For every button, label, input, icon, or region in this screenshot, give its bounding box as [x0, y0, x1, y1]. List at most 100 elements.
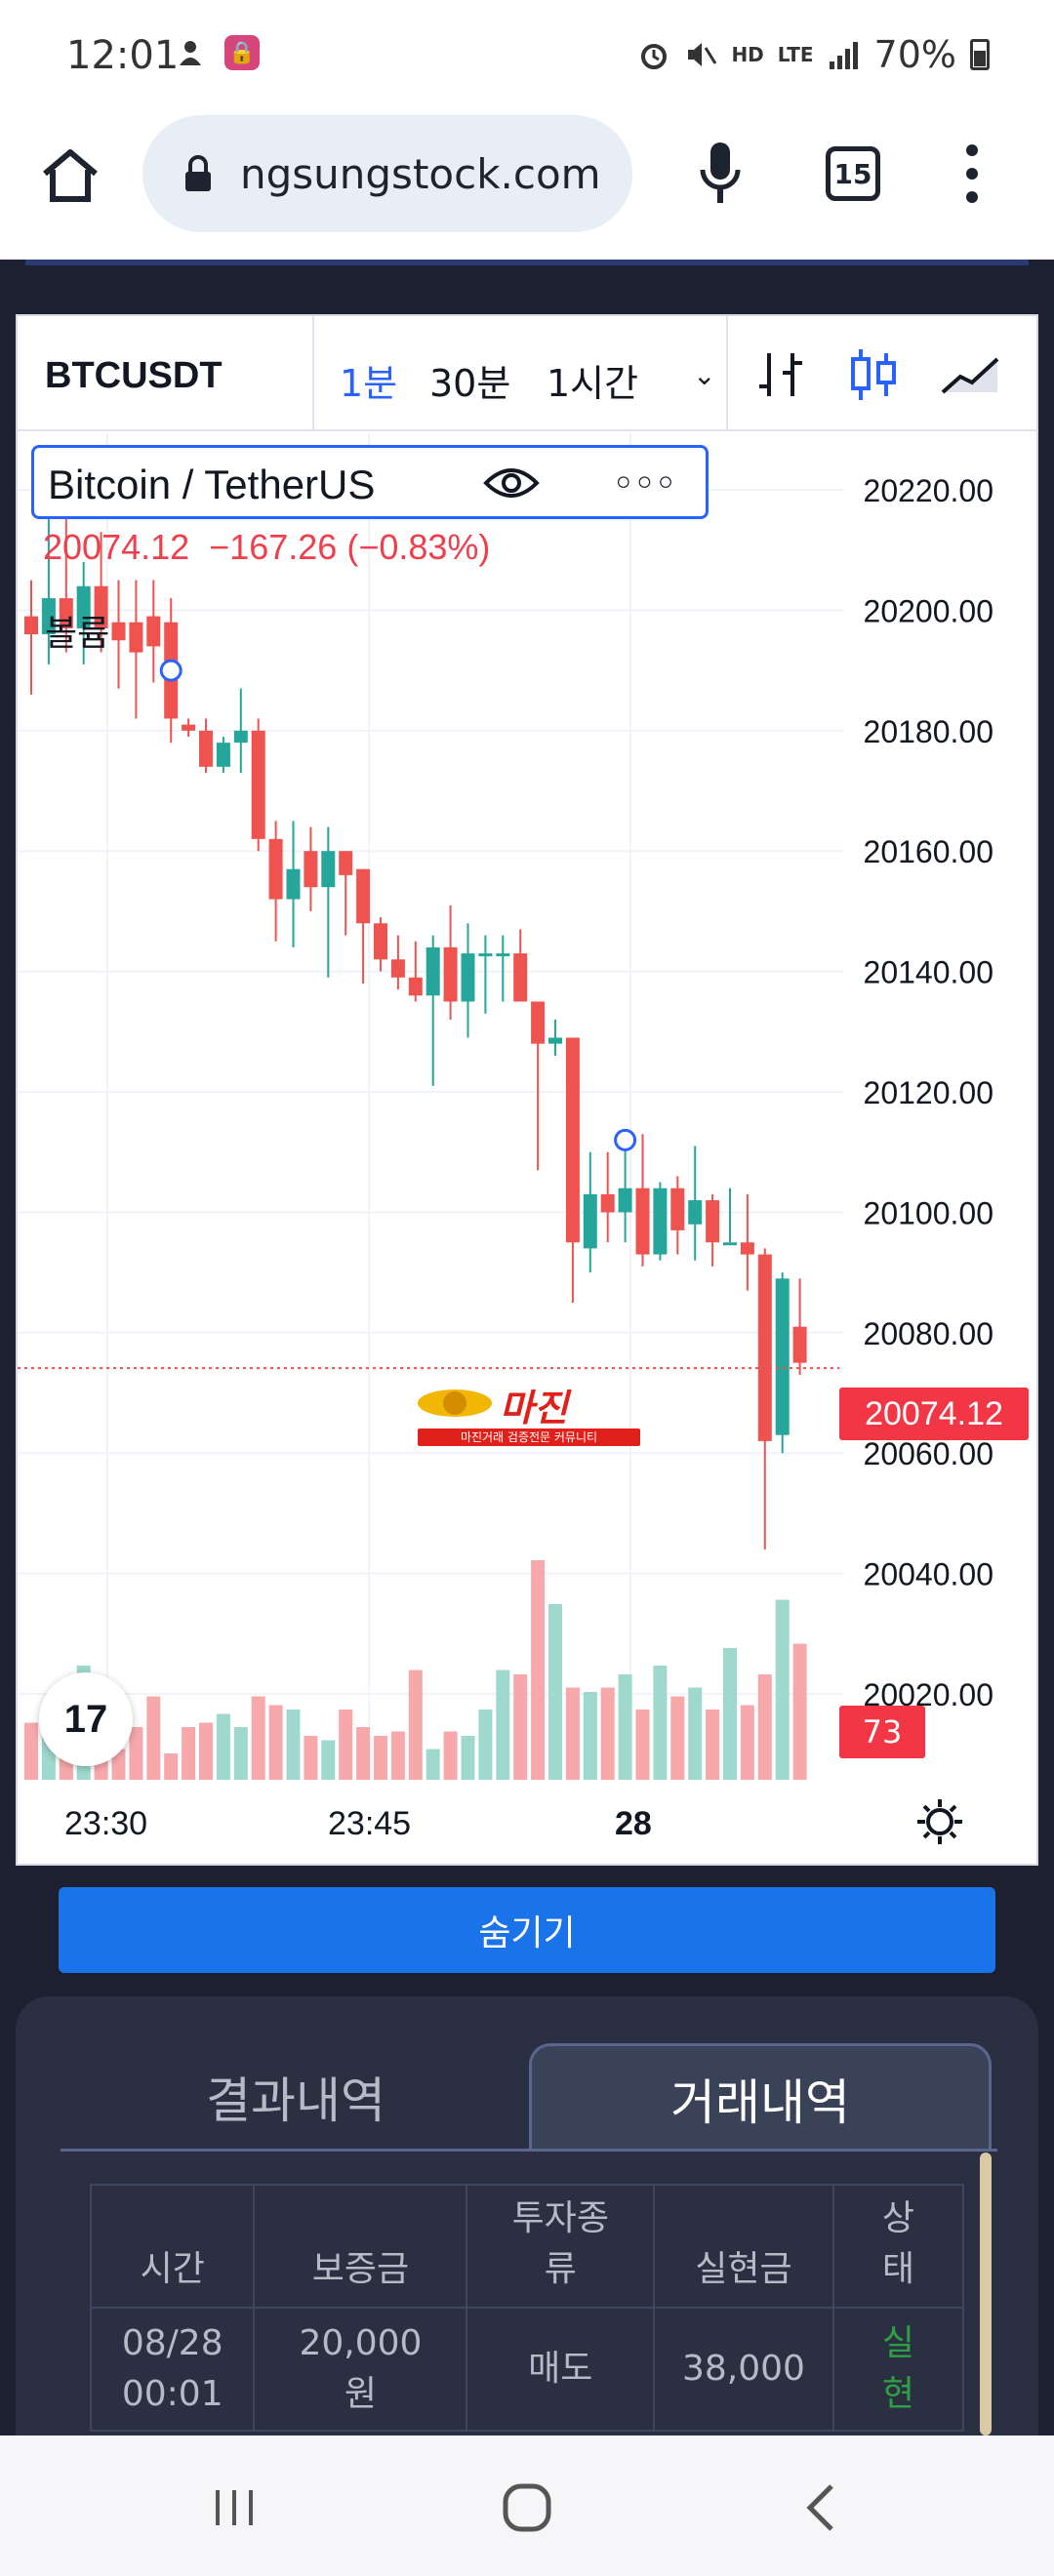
candlestick-icon[interactable]: [843, 343, 906, 406]
event-marker: [614, 1128, 637, 1151]
candle-body: [251, 730, 265, 839]
interval-1m[interactable]: 1분: [340, 362, 398, 405]
page-header-strip: [0, 260, 1054, 314]
volume-bar: [164, 1753, 179, 1780]
column-header-deposit: 보증금: [253, 2184, 468, 2309]
secure-lock-icon: 🔒: [224, 35, 260, 70]
candle-body: [548, 1037, 562, 1044]
y-tick-label: 20160.00: [864, 834, 993, 869]
volume-bar: [321, 1740, 336, 1780]
voice-search-button[interactable]: [689, 137, 751, 211]
recent-apps-button[interactable]: [195, 2473, 273, 2543]
tradingview-logo[interactable]: 17: [39, 1672, 133, 1766]
alarm-icon: [641, 44, 668, 69]
mute-icon: [688, 43, 717, 66]
candle-body: [199, 730, 213, 767]
settings-icon[interactable]: [913, 1795, 966, 1848]
candle-body: [496, 953, 510, 957]
y-tick-label: 20180.00: [864, 714, 993, 749]
scrollbar[interactable]: [980, 2153, 992, 2435]
candle-body: [216, 743, 230, 767]
volume-bar: [199, 1722, 213, 1780]
address-bar[interactable]: ngsungstock.com: [142, 115, 632, 232]
legend-change: −167.26: [209, 527, 338, 567]
current-price-badge: 20074.12: [839, 1388, 1029, 1440]
candle-body: [443, 946, 458, 1002]
status-bar: 12:01 🔒 HD LTE 70%: [0, 0, 1054, 115]
candle-body: [775, 1278, 790, 1435]
volume-bar: [408, 1670, 423, 1780]
watermark-logo: 마진 마진거래 검증전문 커뮤니티: [416, 1378, 660, 1448]
back-chevron-icon: [806, 2484, 833, 2531]
bar-chart-icon[interactable]: [750, 343, 812, 406]
volume-bar: [461, 1736, 475, 1780]
menu-dot-icon: [966, 191, 978, 203]
legend-box[interactable]: Bitcoin / TetherUS ◦◦◦: [31, 445, 709, 519]
menu-dot-icon: [966, 144, 978, 156]
candle-body: [565, 1037, 580, 1243]
volume-bar: [24, 1722, 38, 1780]
candle-body: [24, 616, 38, 635]
volume-bar: [531, 1560, 546, 1780]
status-time: 12:01: [66, 33, 180, 78]
y-tick-label: 20040.00: [864, 1557, 993, 1592]
candlestick-chart[interactable]: 20220.00 20200.00 20180.00 20160.00 20140.00…: [18, 433, 1038, 1866]
candle-body: [390, 959, 405, 978]
recent-apps-icon: [216, 2490, 253, 2525]
column-header-time: 시간: [89, 2184, 256, 2309]
interval-1h[interactable]: 1시간: [547, 362, 639, 405]
hide-button[interactable]: 숨기기: [59, 1887, 995, 1973]
candle-body: [321, 851, 336, 888]
candle-body: [688, 1200, 703, 1225]
battery-icon: [970, 39, 990, 70]
eye-icon[interactable]: [483, 463, 540, 503]
chevron-down-icon[interactable]: ⌄: [693, 359, 716, 391]
watermark-subtitle: 마진거래 검증전문 커뮤니티: [418, 1429, 640, 1446]
home-circle-icon: [503, 2483, 551, 2532]
candle-body: [723, 1242, 737, 1246]
volume-bar: [182, 1727, 196, 1780]
back-button[interactable]: [783, 2473, 861, 2543]
candle-body: [41, 598, 56, 635]
current-volume-badge: 73: [839, 1706, 925, 1758]
candle-body: [792, 1326, 807, 1363]
network-badge-sub: LTE: [777, 43, 814, 66]
symbol-selector[interactable]: BTCUSDT: [45, 355, 223, 396]
candle-body: [531, 1001, 546, 1044]
volume-bar: [216, 1713, 230, 1780]
more-menu-button[interactable]: [953, 144, 992, 203]
volume-bar: [304, 1736, 318, 1780]
candle-body: [583, 1193, 597, 1249]
candle-body: [408, 977, 423, 996]
cell-type: 매도: [466, 2307, 656, 2432]
home-button[interactable]: [35, 141, 105, 211]
volume-bar: [723, 1648, 737, 1780]
interval-30m[interactable]: 30분: [429, 362, 511, 405]
tab-trade-history[interactable]: 거래내역: [529, 2043, 992, 2151]
home-nav-button[interactable]: [488, 2473, 566, 2543]
more-options-icon[interactable]: ◦◦◦: [612, 462, 677, 506]
candle-body: [513, 953, 528, 1002]
candle-body: [600, 1193, 615, 1213]
candle-body: [426, 946, 440, 996]
legend-change-pct: (−0.83%): [346, 527, 491, 567]
cell-realized: 38,000: [653, 2307, 834, 2432]
column-header-type: 투자종 류: [466, 2184, 656, 2309]
watermark-title: 마진: [500, 1387, 568, 1429]
y-tick-label: 20100.00: [864, 1195, 993, 1230]
volume-bar: [565, 1687, 580, 1780]
legend-price: 20074.12: [43, 527, 190, 567]
volume-bar: [635, 1710, 650, 1780]
area-chart-icon[interactable]: [939, 343, 1001, 406]
volume-bar: [496, 1670, 510, 1780]
volume-bar: [443, 1731, 458, 1780]
volume-bar: [775, 1599, 790, 1780]
y-tick-label: 20080.00: [864, 1316, 993, 1351]
chart-area[interactable]: 20220.00 20200.00 20180.00 20160.00 20140.00…: [18, 433, 1038, 1866]
tab-results[interactable]: 결과내역: [206, 2073, 385, 2129]
tab-switcher-button[interactable]: 15: [826, 146, 880, 201]
volume-bar: [583, 1692, 597, 1780]
